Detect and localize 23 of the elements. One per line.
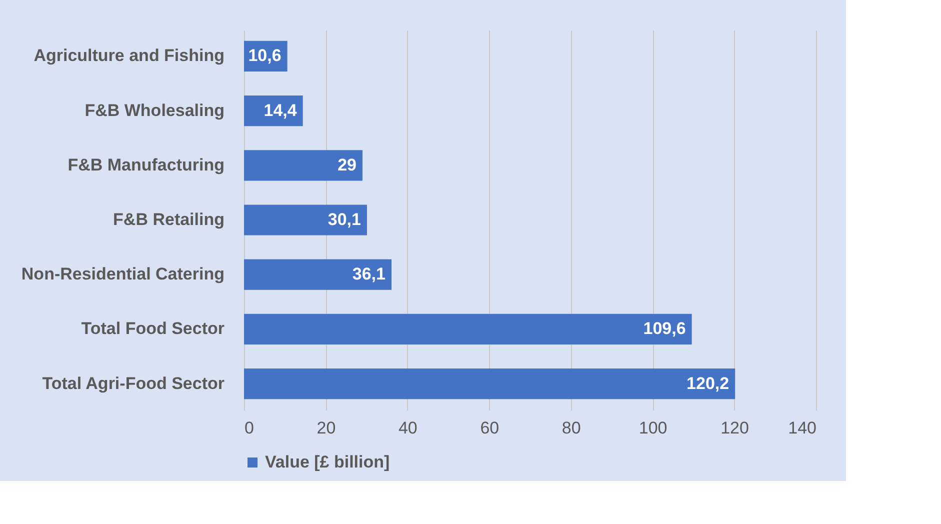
x-tick-label: 120 (720, 418, 749, 438)
y-tick-label: F&B Retailing (113, 210, 224, 229)
x-tick-label: 20 (316, 418, 336, 438)
x-tick-label: 80 (562, 418, 581, 438)
y-tick-label: F&B Wholesaling (84, 100, 224, 120)
y-tick-label: Agriculture and Fishing (34, 46, 224, 66)
x-tick-label: 60 (480, 418, 500, 438)
data-label: 36,1 (352, 264, 386, 284)
legend-label: Value [£ billion] (265, 452, 390, 472)
x-tick-label: 0 (244, 418, 254, 438)
data-label: 14,4 (264, 100, 298, 120)
data-label: 30,1 (328, 210, 361, 229)
data-label: 120,2 (686, 374, 730, 393)
data-label: 10,6 (248, 46, 282, 66)
data-label: 29 (338, 155, 356, 174)
y-tick-label: Non-Residential Catering (21, 264, 224, 284)
x-tick-label: 40 (398, 418, 418, 438)
x-tick-label: 100 (638, 418, 668, 438)
y-tick-label: F&B Manufacturing (68, 155, 224, 174)
data-label: 109,6 (643, 319, 686, 338)
y-tick-label: Total Food Sector (81, 319, 225, 338)
x-tick-label: 140 (788, 418, 816, 438)
y-tick-label: Total Agri-Food Sector (42, 374, 225, 393)
